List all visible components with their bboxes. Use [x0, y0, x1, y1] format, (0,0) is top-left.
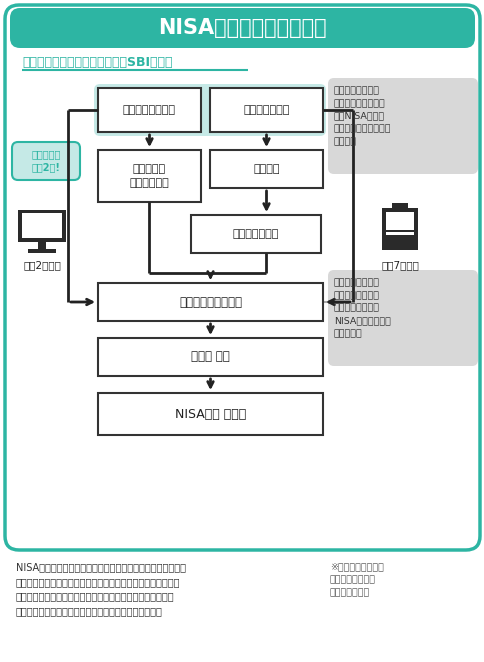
Bar — [191, 215, 320, 253]
FancyBboxPatch shape — [94, 84, 325, 136]
Text: NISA口座 本開設: NISA口座 本開設 — [175, 408, 245, 420]
Text: 郵送で口座開設: 郵送で口座開設 — [243, 105, 289, 115]
Bar — [28, 249, 56, 253]
Bar — [38, 242, 46, 249]
Bar — [98, 393, 322, 435]
Text: NISA口座をすでに開設済みの場合、年単位で金融機関を変更
するときは「勘定廃止通知書」、口座廃止後に再開設するとき
は「非課税口座廃止通知書」の提出が必須。い: NISA口座をすでに開設済みの場合、年単位で金融機関を変更 するときは「勘定廃止… — [16, 562, 186, 616]
Bar — [98, 88, 200, 132]
Text: 最短7営業日: 最短7営業日 — [380, 260, 418, 270]
Bar — [18, 210, 66, 242]
Bar — [385, 232, 413, 235]
FancyBboxPatch shape — [327, 270, 477, 366]
Text: 顧客情報登録後、
総合口座開設フォー
ムでNISA口座の
「申し込む」をチェッ
クする。: 顧客情報登録後、 総合口座開設フォー ムでNISA口座の 「申し込む」をチェッ … — [333, 86, 391, 146]
Bar — [381, 208, 417, 250]
FancyBboxPatch shape — [327, 78, 477, 174]
Text: 総合口座を持っていない場合（SBI証券）: 総合口座を持っていない場合（SBI証券） — [22, 56, 172, 68]
Text: ネットで口座開設: ネットで口座開設 — [123, 105, 176, 115]
Bar — [98, 283, 322, 321]
Bar — [210, 88, 322, 132]
Text: 仮開設（取引開始）: 仮開設（取引開始） — [179, 295, 242, 308]
Text: NISA口座開設までの流れ: NISA口座開設までの流れ — [157, 18, 326, 38]
Bar — [98, 338, 322, 376]
Bar — [22, 213, 62, 238]
Text: 必要書類の送付: 必要書類の送付 — [232, 229, 279, 239]
Text: 証券会社による必
要書類確認後、税
務署への審査前に
NISAでの取引が可
能となる。: 証券会社による必 要書類確認後、税 務署への審査前に NISAでの取引が可 能と… — [333, 278, 390, 338]
Text: 税務署 審査: 税務署 審査 — [191, 350, 229, 363]
Bar — [385, 212, 413, 230]
Text: 必要書類の
アップロード: 必要書類の アップロード — [129, 164, 169, 188]
Text: ※証券会社によって
手続きの方法は多
少違いがある。: ※証券会社によって 手続きの方法は多 少違いがある。 — [329, 562, 383, 597]
Text: 最短2営業日: 最短2営業日 — [23, 260, 61, 270]
Text: ネットなら
最短2日!: ネットなら 最短2日! — [31, 150, 60, 173]
Bar — [391, 203, 407, 209]
FancyBboxPatch shape — [5, 5, 479, 550]
FancyBboxPatch shape — [12, 142, 80, 180]
FancyBboxPatch shape — [10, 8, 474, 48]
Bar — [210, 150, 322, 188]
Bar — [98, 150, 200, 202]
Text: 書類請求: 書類請求 — [253, 164, 279, 174]
